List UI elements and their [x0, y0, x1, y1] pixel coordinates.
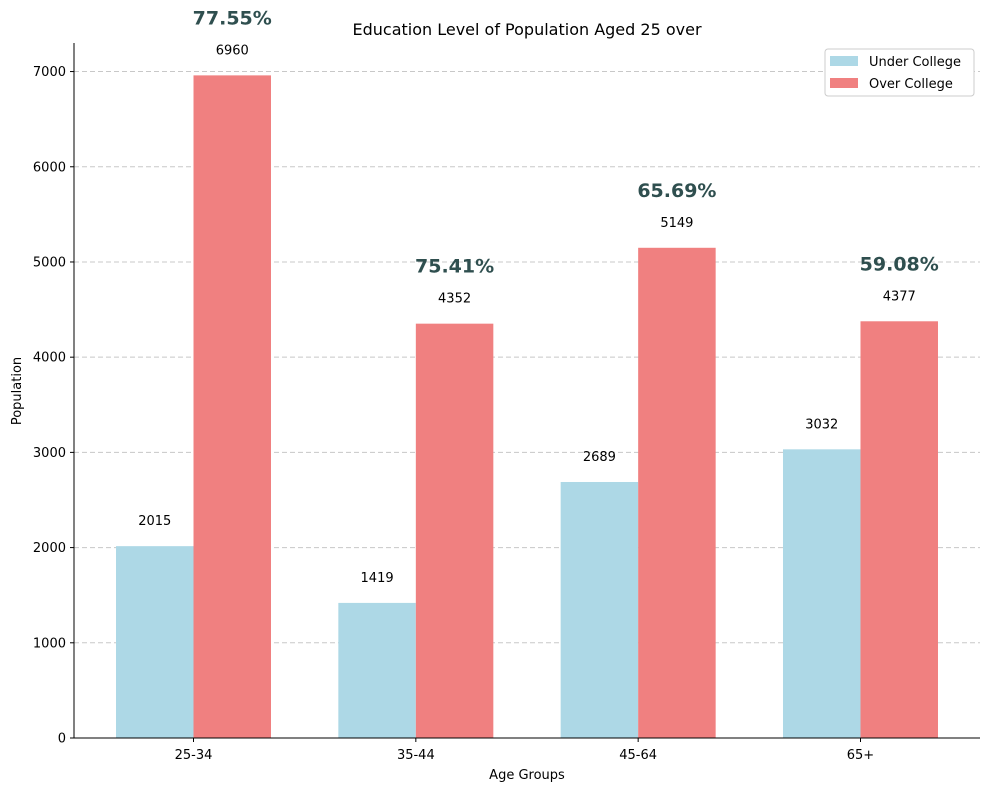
bar-value-label: 4377: [883, 289, 916, 304]
bar-under-college: [338, 602, 416, 738]
bar-value-label: 2689: [583, 450, 616, 465]
x-axis-label: Age Groups: [489, 768, 565, 783]
bar-under-college: [116, 546, 194, 738]
y-tick-label: 2000: [33, 541, 66, 556]
percent-label: 65.69%: [637, 180, 716, 202]
x-tick-label: 65+: [847, 748, 874, 763]
value-labels: 2015 1419 2689 3032 6960 4352 5149 4377 77.55% 75…: [138, 7, 939, 586]
legend-label-under-college: Under College: [869, 55, 961, 70]
percent-label: 59.08%: [860, 253, 939, 275]
legend-swatch-under-college: [830, 56, 858, 66]
x-tick-label: 45-64: [619, 748, 657, 763]
bar-value-label: 2015: [138, 514, 171, 529]
percent-label: 77.55%: [193, 7, 272, 29]
bar-value-label: 3032: [805, 417, 838, 432]
percent-label: 75.41%: [415, 256, 494, 278]
bar-over-college: [638, 247, 716, 738]
bar-value-label: 6960: [216, 43, 249, 58]
y-tick-label: 0: [58, 732, 66, 747]
x-ticks: 25-34 35-44 45-64 65+: [175, 738, 874, 763]
axes: [73, 43, 980, 739]
chart-title: Education Level of Population Aged 25 ov…: [352, 20, 701, 39]
y-axis-label: Population: [10, 357, 25, 425]
y-tick-label: 4000: [33, 351, 66, 366]
bar-over-college: [415, 323, 494, 738]
y-tick-label: 1000: [33, 636, 66, 651]
y-tick-label: 7000: [33, 65, 66, 80]
y-tick-label: 3000: [33, 446, 66, 461]
bar-under-college: [782, 449, 861, 738]
bar-value-label: 4352: [438, 292, 471, 307]
y-tick-label: 6000: [33, 160, 66, 175]
bar-over-college: [193, 75, 271, 738]
bar-value-label: 5149: [660, 216, 693, 231]
bar-value-label: 1419: [361, 571, 394, 586]
bars: [116, 75, 938, 738]
legend-frame: [824, 48, 975, 97]
y-tick-label: 5000: [33, 255, 66, 270]
bar-over-college: [860, 321, 938, 738]
legend-label-over-college: Over College: [869, 77, 953, 92]
legend: Under College Over College: [824, 48, 975, 97]
legend-swatch-over-college: [830, 78, 858, 88]
x-tick-label: 35-44: [397, 748, 435, 763]
x-tick-label: 25-34: [175, 748, 213, 763]
bar-under-college: [560, 481, 639, 738]
y-ticks: 0 1000 2000 3000 4000 5000 6000 7000: [33, 65, 74, 747]
